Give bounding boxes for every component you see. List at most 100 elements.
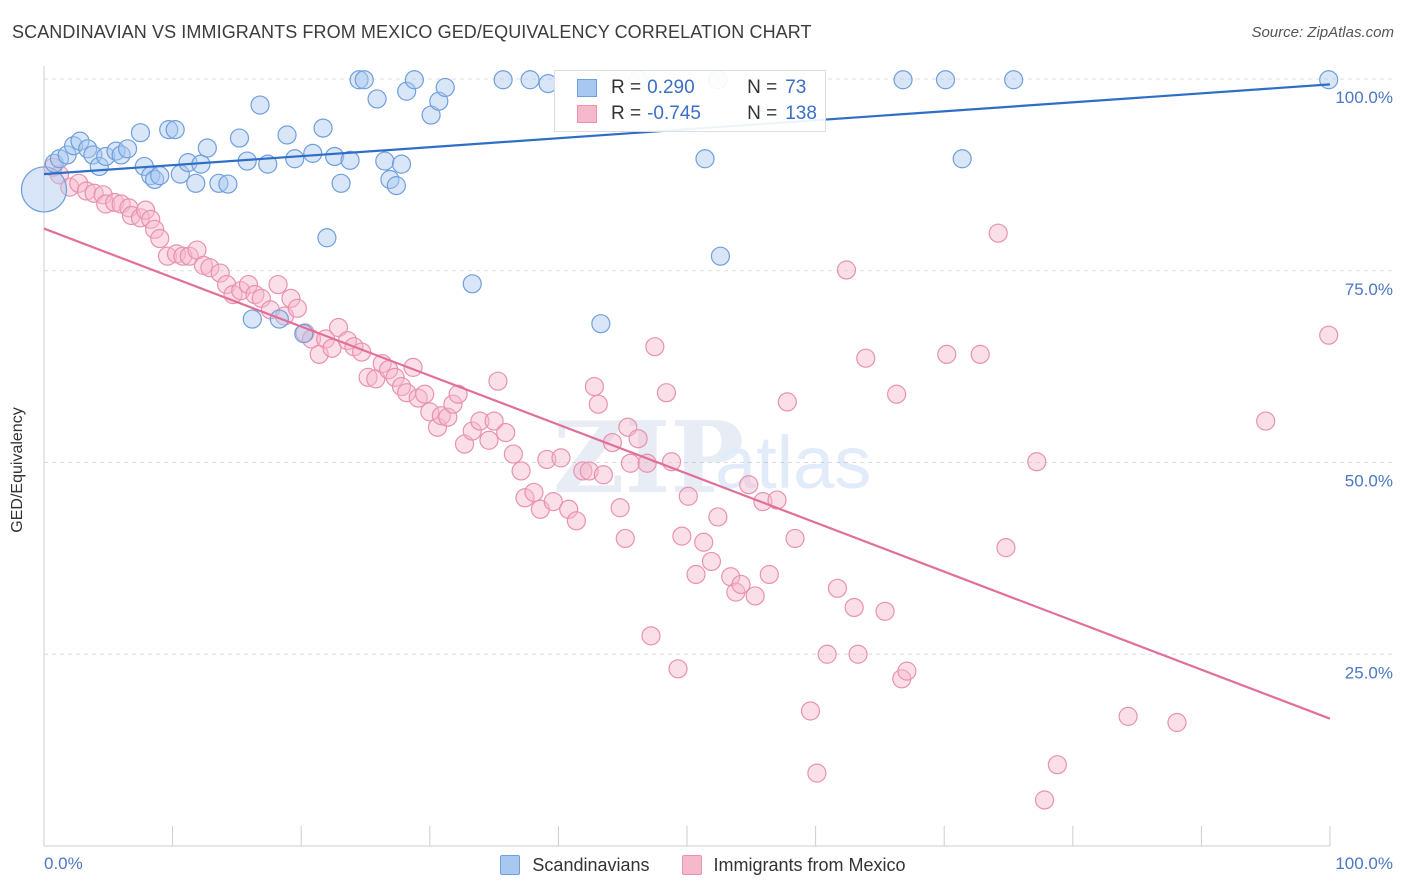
- scandinavian-point: [354, 70, 374, 90]
- mexico-point: [584, 376, 605, 397]
- scandinavian-point: [277, 125, 297, 145]
- mexico-point: [484, 411, 504, 431]
- y-tick-label: 100.0%: [1335, 88, 1393, 107]
- scandinavian-point: [144, 169, 165, 190]
- scandinavian-point: [349, 70, 369, 90]
- legend-label-scandinavians: Scandinavians: [532, 854, 650, 875]
- legend-row-mexico: R = -0.745 N = 138: [577, 101, 817, 127]
- mexico-point: [573, 461, 593, 481]
- legend-swatch-scandinavians: [577, 79, 597, 97]
- scandinavian-point: [78, 139, 98, 159]
- scandinavian-point: [285, 149, 305, 169]
- watermark: ZIP atlas: [553, 401, 871, 516]
- mexico-point: [238, 274, 259, 295]
- mexico-point: [836, 260, 857, 280]
- mexico-point: [566, 511, 587, 531]
- scandinavian-point: [70, 131, 90, 151]
- scandinavian-point: [159, 120, 179, 140]
- mexico-point: [150, 228, 170, 249]
- mexico-point: [1319, 325, 1339, 345]
- legend-r-label: R =: [611, 77, 642, 98]
- scandinavian-point: [117, 139, 138, 159]
- mexico-point: [503, 444, 523, 464]
- mexico-point: [179, 246, 199, 266]
- mexico-point: [1034, 790, 1055, 810]
- mexico-point: [656, 383, 677, 403]
- mexico-point: [708, 507, 728, 527]
- scandinavian-point: [591, 314, 611, 334]
- x-tick-label: 100.0%: [1335, 854, 1393, 873]
- mexico-point: [817, 644, 837, 664]
- mexico-point: [686, 564, 706, 585]
- mexico-point: [443, 394, 463, 414]
- mexico-point: [807, 763, 827, 783]
- mexico-point: [588, 394, 608, 414]
- legend-item-mexico[interactable]: Immigrants from Mexico: [681, 854, 906, 876]
- mexico-point: [287, 298, 307, 318]
- mexico-point: [593, 465, 614, 485]
- mexico-point: [1118, 706, 1138, 726]
- mexico-point: [173, 246, 193, 266]
- mexico-point: [144, 219, 165, 239]
- legend-n-label: N =: [747, 103, 778, 124]
- mexico-point: [427, 417, 448, 437]
- mexico-point: [511, 461, 531, 481]
- mexico-point: [721, 567, 741, 587]
- mexico-point: [231, 281, 251, 301]
- mexico-point: [610, 498, 630, 518]
- scandinavian-point: [218, 174, 238, 194]
- mexico-point: [694, 532, 714, 552]
- mexico-point: [1256, 411, 1276, 431]
- mexico-point: [496, 422, 516, 443]
- grid-lines: [44, 78, 1392, 655]
- mexico-point: [988, 223, 1008, 243]
- scandinavian-point: [695, 149, 715, 169]
- legend-row-scandinavians: R = 0.290 N = 73: [577, 75, 806, 101]
- scandinavian-point: [710, 246, 731, 266]
- mexico-point: [937, 344, 957, 364]
- mexico-point: [391, 376, 412, 397]
- mexico-point: [488, 371, 508, 391]
- mexico-point: [856, 348, 876, 368]
- mexico-point: [759, 564, 779, 585]
- scandinavian-point: [130, 123, 151, 143]
- mexico-point: [701, 551, 722, 572]
- series-legend: Scandinavians Immigrants from Mexico: [0, 852, 1406, 878]
- scandinavian-point: [325, 146, 345, 167]
- mexico-point: [996, 538, 1016, 558]
- legend-item-scandinavians[interactable]: Scandinavians: [500, 854, 650, 876]
- scandinavian-point: [1319, 70, 1339, 90]
- mexico-point: [844, 597, 864, 618]
- mexico-point: [897, 661, 917, 681]
- scandinavian-point: [197, 138, 217, 158]
- scandinavian-point: [165, 120, 185, 140]
- mexico-point: [777, 392, 797, 412]
- mexico-point: [637, 453, 657, 473]
- scandinavian-point: [96, 146, 116, 167]
- scandinavian-point: [186, 173, 206, 193]
- scandinavian-point: [435, 77, 455, 98]
- scandinavian-point: [952, 149, 972, 169]
- mexico-point: [470, 411, 490, 431]
- correlation-legend: R = 0.290 N = 73 R = -0.745 N = 138: [554, 70, 826, 132]
- mexico-point: [672, 526, 692, 546]
- mexico-point: [678, 486, 698, 506]
- mexico-point: [420, 402, 440, 422]
- watermark-atlas: atlas: [715, 421, 871, 504]
- mexico-point: [970, 344, 990, 364]
- legend-label-mexico: Immigrants from Mexico: [713, 854, 906, 875]
- mexico-point: [105, 192, 125, 213]
- legend-swatch-mexico: [681, 855, 702, 875]
- scandinavian-point: [106, 141, 126, 161]
- scandinavian-point: [331, 173, 351, 193]
- mexico-point: [69, 173, 89, 193]
- legend-r-label: R =: [611, 103, 642, 124]
- mexico-point: [200, 258, 220, 278]
- scandinavian-point: [367, 89, 387, 109]
- mexico-point: [210, 263, 230, 283]
- scandinavian-point: [20, 166, 68, 213]
- mexico-point: [462, 421, 482, 441]
- mexico-point: [551, 448, 571, 468]
- mexico-point: [848, 644, 868, 664]
